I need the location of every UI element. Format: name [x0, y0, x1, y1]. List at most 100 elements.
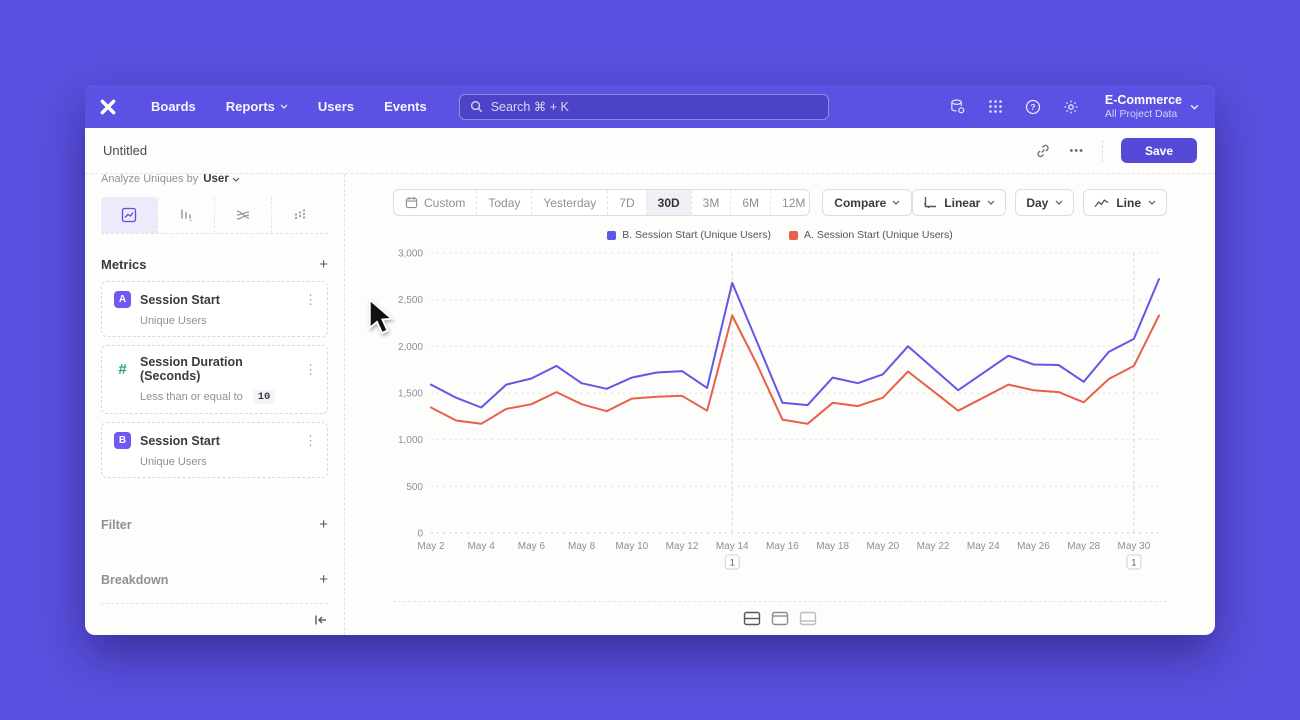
- svg-text:1,500: 1,500: [398, 389, 423, 400]
- svg-text:May 10: May 10: [615, 541, 648, 552]
- project-switcher[interactable]: E-Commerce All Project Data: [1104, 93, 1199, 120]
- chevron-down-icon: [987, 200, 995, 205]
- range-yesterday-button[interactable]: Yesterday: [531, 190, 607, 215]
- add-metric-button[interactable]: +: [319, 256, 328, 273]
- mixpanel-logo[interactable]: [99, 98, 133, 116]
- app-window: Boards Reports Users Events Search ⌘ + K: [85, 85, 1215, 635]
- report-toolbar: Untitled ••• Save: [85, 128, 1215, 174]
- interval-dropdown[interactable]: Day: [1015, 189, 1075, 216]
- analyze-uniques-row: Analyze Uniques by User: [101, 174, 328, 185]
- metric-aggregation[interactable]: Unique Users: [140, 456, 207, 468]
- line-chart[interactable]: 0 500 1,000 1,500 2,000 2,500 3,000 May 2 May 4 M…: [393, 243, 1167, 586]
- add-breakdown-button[interactable]: +: [319, 571, 328, 588]
- tab-scatter-chart[interactable]: [271, 197, 328, 233]
- metric-aggregation[interactable]: Unique Users: [140, 315, 207, 327]
- range-custom-button[interactable]: Custom: [394, 190, 476, 215]
- metric-kebab-menu[interactable]: ⋮: [304, 361, 317, 377]
- tab-bar-chart[interactable]: [157, 197, 214, 233]
- filter-section: Filter +: [101, 516, 328, 533]
- svg-text:May 12: May 12: [666, 541, 699, 552]
- condition-operator[interactable]: Less than or equal to: [140, 391, 243, 403]
- metric-kebab-menu[interactable]: ⋮: [304, 292, 317, 307]
- analyze-value-dropdown[interactable]: User: [203, 174, 240, 185]
- svg-text:May 26: May 26: [1017, 541, 1050, 552]
- svg-text:May 4: May 4: [468, 541, 496, 552]
- nav-boards[interactable]: Boards: [151, 99, 196, 114]
- save-button[interactable]: Save: [1121, 138, 1197, 163]
- legend-swatch: [789, 230, 798, 240]
- svg-text:May 24: May 24: [967, 541, 1000, 552]
- line-chart-icon: [1094, 198, 1109, 207]
- axis-linear-icon: [924, 197, 937, 208]
- sidebar-footer: [101, 603, 328, 635]
- copy-link-icon[interactable]: [1035, 143, 1051, 159]
- metric-card-b[interactable]: B Session Start ⋮ Unique Users: [101, 422, 328, 478]
- nav-users[interactable]: Users: [317, 99, 355, 114]
- metric-badge-b: B: [114, 432, 131, 449]
- condition-value[interactable]: 10: [252, 390, 276, 404]
- collapse-sidebar-icon[interactable]: [314, 614, 328, 626]
- chevron-down-icon: [1190, 104, 1199, 110]
- series-line: [430, 278, 1160, 409]
- data-management-icon[interactable]: [949, 98, 966, 115]
- chevron-down-icon: [1055, 200, 1063, 205]
- svg-text:May 8: May 8: [568, 541, 596, 552]
- svg-text:2,000: 2,000: [398, 342, 423, 353]
- tab-flow-chart[interactable]: [214, 197, 271, 233]
- view-table-bottom-icon[interactable]: [799, 611, 817, 626]
- search-placeholder: Search ⌘ + K: [490, 100, 569, 114]
- report-title[interactable]: Untitled: [103, 143, 148, 158]
- svg-text:1,000: 1,000: [398, 435, 423, 446]
- help-icon[interactable]: ?: [1025, 99, 1041, 115]
- metrics-section-header: Metrics +: [101, 256, 328, 273]
- scale-dropdown[interactable]: Linear: [912, 189, 1007, 216]
- more-options-button[interactable]: •••: [1069, 144, 1084, 157]
- svg-text:May 18: May 18: [816, 541, 849, 552]
- legend-item[interactable]: B. Session Start (Unique Users): [607, 229, 771, 241]
- range-7d-button[interactable]: 7D: [607, 190, 645, 215]
- project-name: E-Commerce: [1104, 93, 1182, 108]
- metric-kebab-menu[interactable]: ⋮: [304, 433, 317, 448]
- range-30d-button[interactable]: 30D: [645, 190, 691, 215]
- apps-grid-icon[interactable]: [988, 99, 1003, 114]
- search-input[interactable]: Search ⌘ + K: [458, 93, 829, 120]
- metric-badge-a: A: [114, 291, 131, 308]
- svg-text:1: 1: [730, 558, 735, 568]
- chart-type-dropdown[interactable]: Line: [1083, 189, 1167, 216]
- tab-line-chart[interactable]: [101, 197, 157, 233]
- svg-text:May 14: May 14: [716, 541, 749, 552]
- chevron-down-icon: [892, 200, 900, 205]
- range-12m-button[interactable]: 12M: [770, 190, 809, 215]
- range-3m-button[interactable]: 3M: [690, 190, 731, 215]
- svg-text:May 30: May 30: [1117, 541, 1150, 552]
- range-6m-button[interactable]: 6M: [730, 190, 770, 215]
- chevron-down-icon: [232, 177, 240, 182]
- nav-reports[interactable]: Reports: [226, 99, 288, 114]
- chart-legend: B. Session Start (Unique Users) A. Sessio…: [393, 229, 1167, 241]
- metric-card-a[interactable]: A Session Start ⋮ Unique Users: [101, 281, 328, 337]
- primary-nav: Boards Reports Users Events: [151, 99, 427, 114]
- nav-events[interactable]: Events: [384, 99, 427, 114]
- compare-dropdown[interactable]: Compare: [822, 189, 913, 216]
- analyze-label: Analyze Uniques by: [101, 174, 199, 185]
- svg-text:500: 500: [406, 482, 423, 493]
- range-today-button[interactable]: Today: [476, 190, 531, 215]
- chevron-down-icon: [1148, 200, 1156, 205]
- metric-name: Session Start: [140, 433, 220, 448]
- numeric-property-icon: #: [118, 360, 127, 378]
- legend-item[interactable]: A. Session Start (Unique Users): [789, 229, 953, 241]
- calendar-icon: [405, 196, 418, 209]
- view-split-icon[interactable]: [743, 611, 761, 626]
- chart-panel: Custom Today Yesterday 7D 30D 3M 6M 12M …: [345, 174, 1215, 635]
- metric-name: Session Start: [140, 292, 220, 307]
- legend-swatch: [607, 230, 617, 240]
- view-chart-top-icon[interactable]: [771, 611, 789, 626]
- settings-gear-icon[interactable]: [1063, 99, 1079, 115]
- metric-card-duration[interactable]: # Session Duration (Seconds) ⋮ Less than…: [101, 345, 328, 414]
- add-filter-button[interactable]: +: [319, 516, 328, 533]
- breakdown-section: Breakdown +: [101, 571, 328, 588]
- mouse-cursor: [368, 298, 395, 335]
- toolbar-divider: [1102, 139, 1103, 162]
- svg-text:1: 1: [1131, 558, 1136, 568]
- svg-text:?: ?: [1030, 102, 1035, 112]
